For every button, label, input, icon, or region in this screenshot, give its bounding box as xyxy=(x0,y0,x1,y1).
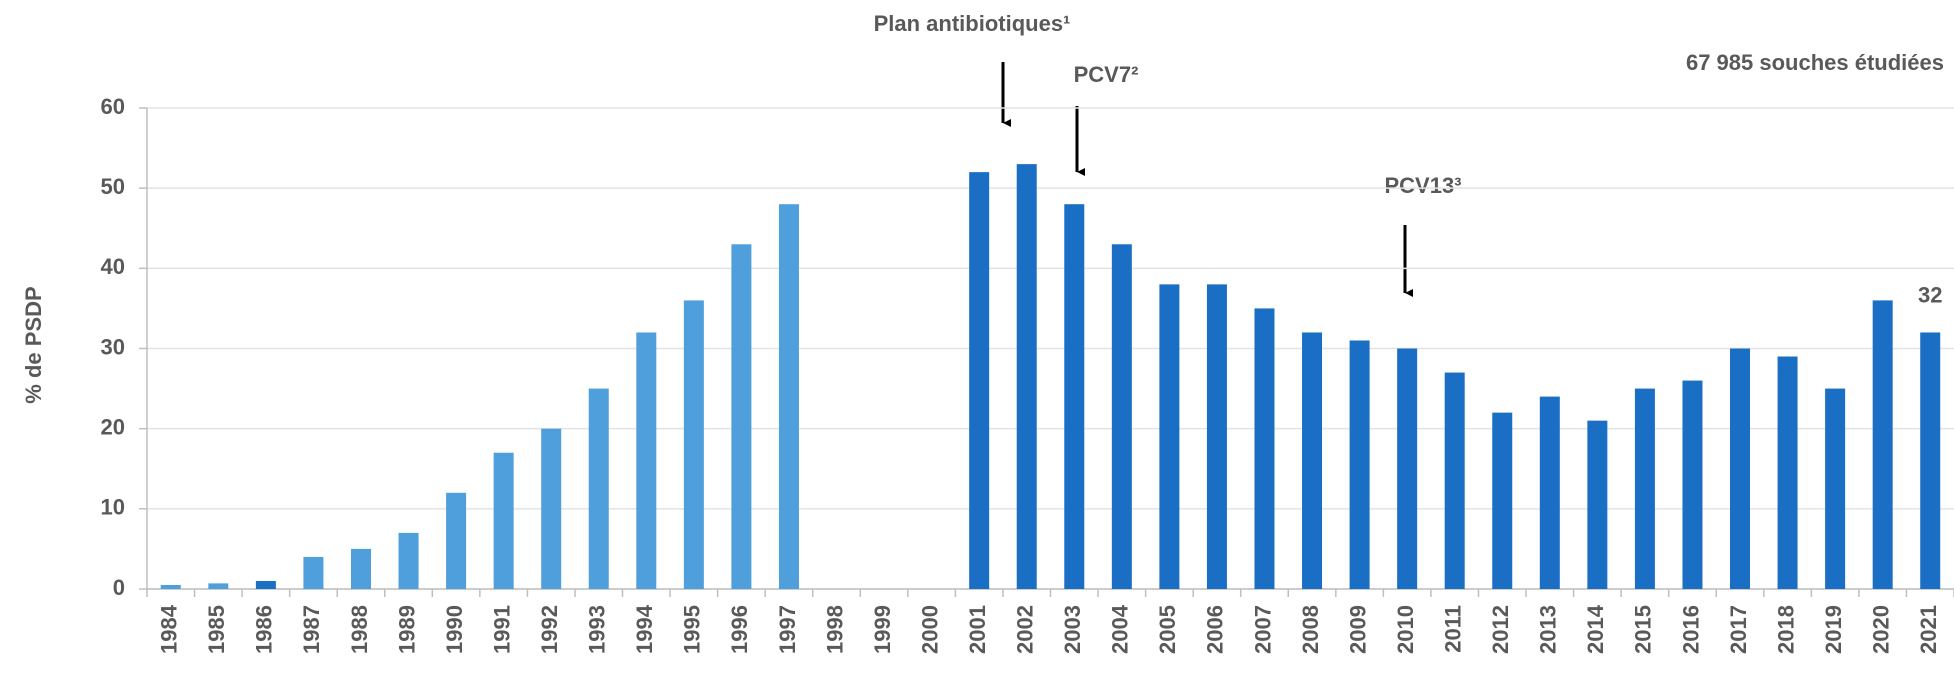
bar xyxy=(1825,388,1846,589)
x-tick-label: 1988 xyxy=(347,605,372,654)
bar xyxy=(731,244,752,590)
bar xyxy=(1682,380,1703,589)
bar xyxy=(1539,396,1560,589)
y-tick-label: 60 xyxy=(101,94,125,119)
bar xyxy=(541,428,562,589)
bar xyxy=(1777,356,1798,589)
note: 67 985 souches étudiées xyxy=(1686,50,1944,75)
data-label: 32 xyxy=(1918,282,1942,307)
bar xyxy=(969,172,990,589)
bar xyxy=(1159,284,1180,589)
bar xyxy=(1444,372,1465,589)
x-tick-label: 1990 xyxy=(442,605,467,654)
bar xyxy=(303,556,324,589)
x-tick-label: 2004 xyxy=(1108,604,1133,654)
bar xyxy=(683,300,704,589)
bar xyxy=(1254,308,1275,589)
x-tick-label: 1989 xyxy=(394,605,419,654)
x-tick-label: 1993 xyxy=(585,605,610,654)
bar xyxy=(160,584,181,589)
x-tick-label: 1986 xyxy=(252,605,277,654)
bar xyxy=(398,532,419,589)
x-tick-label: 2013 xyxy=(1536,605,1561,654)
bar xyxy=(493,452,514,589)
x-tick-label: 2005 xyxy=(1155,605,1180,654)
bar xyxy=(1397,348,1418,589)
bar xyxy=(1920,332,1941,589)
bar xyxy=(1111,244,1132,590)
bar xyxy=(1349,340,1370,589)
x-tick-label: 2003 xyxy=(1060,605,1085,654)
x-tick-label: 1999 xyxy=(870,605,895,654)
bar xyxy=(1634,388,1655,589)
annotation: PCV13³ xyxy=(1384,173,1461,198)
x-tick-label: 2020 xyxy=(1868,605,1893,654)
bar xyxy=(1872,300,1893,589)
x-tick-label: 2019 xyxy=(1821,605,1846,654)
x-tick-label: 2007 xyxy=(1250,605,1275,654)
x-tick-label: 2014 xyxy=(1583,604,1608,654)
bar xyxy=(1302,332,1323,589)
x-tick-label: 2012 xyxy=(1488,605,1513,654)
x-tick-label: 1996 xyxy=(727,605,752,654)
x-tick-label: 2000 xyxy=(917,605,942,654)
annotation: PCV7² xyxy=(1074,62,1139,87)
bar xyxy=(588,388,609,589)
bar xyxy=(1730,348,1751,589)
annotation: Plan antibiotiques¹ xyxy=(874,11,1071,36)
x-tick-label: 2008 xyxy=(1298,605,1323,654)
bar xyxy=(1492,412,1513,589)
y-tick-label: 0 xyxy=(113,575,125,600)
y-axis-label: % de PSDP xyxy=(21,286,46,403)
bar xyxy=(255,580,276,589)
x-tick-label: 2018 xyxy=(1773,605,1798,654)
x-tick-label: 2016 xyxy=(1678,605,1703,654)
bar xyxy=(1016,164,1037,589)
bar xyxy=(350,548,371,589)
y-tick-label: 10 xyxy=(101,495,125,520)
x-tick-label: 2002 xyxy=(1013,605,1038,654)
bar xyxy=(778,204,799,589)
bar xyxy=(446,492,467,589)
x-tick-label: 2017 xyxy=(1726,605,1751,654)
y-tick-label: 50 xyxy=(101,174,125,199)
x-tick-label: 2011 xyxy=(1441,605,1466,653)
bar xyxy=(636,332,657,589)
x-tick-label: 2006 xyxy=(1203,605,1228,654)
y-tick-label: 40 xyxy=(101,254,125,279)
x-tick-label: 2001 xyxy=(965,605,990,654)
x-tick-label: 1987 xyxy=(299,605,324,654)
x-tick-label: 1997 xyxy=(775,605,800,654)
bar xyxy=(208,583,229,589)
y-tick-label: 20 xyxy=(101,414,125,439)
x-tick-label: 1995 xyxy=(680,605,705,654)
y-tick-label: 30 xyxy=(101,334,125,359)
x-tick-label: 2010 xyxy=(1393,605,1418,654)
x-tick-label: 2009 xyxy=(1345,605,1370,654)
x-tick-label: 1991 xyxy=(489,605,514,654)
x-tick-label: 1985 xyxy=(204,605,229,654)
x-tick-label: 1998 xyxy=(822,605,847,654)
x-tick-label: 1994 xyxy=(632,604,657,654)
x-tick-label: 1992 xyxy=(537,605,562,654)
x-tick-label: 2021 xyxy=(1916,605,1941,654)
x-tick-label: 2015 xyxy=(1631,605,1656,654)
x-tick-label: 1984 xyxy=(157,604,182,654)
bar xyxy=(1206,284,1227,589)
bar xyxy=(1587,420,1608,589)
bar xyxy=(1064,204,1085,589)
